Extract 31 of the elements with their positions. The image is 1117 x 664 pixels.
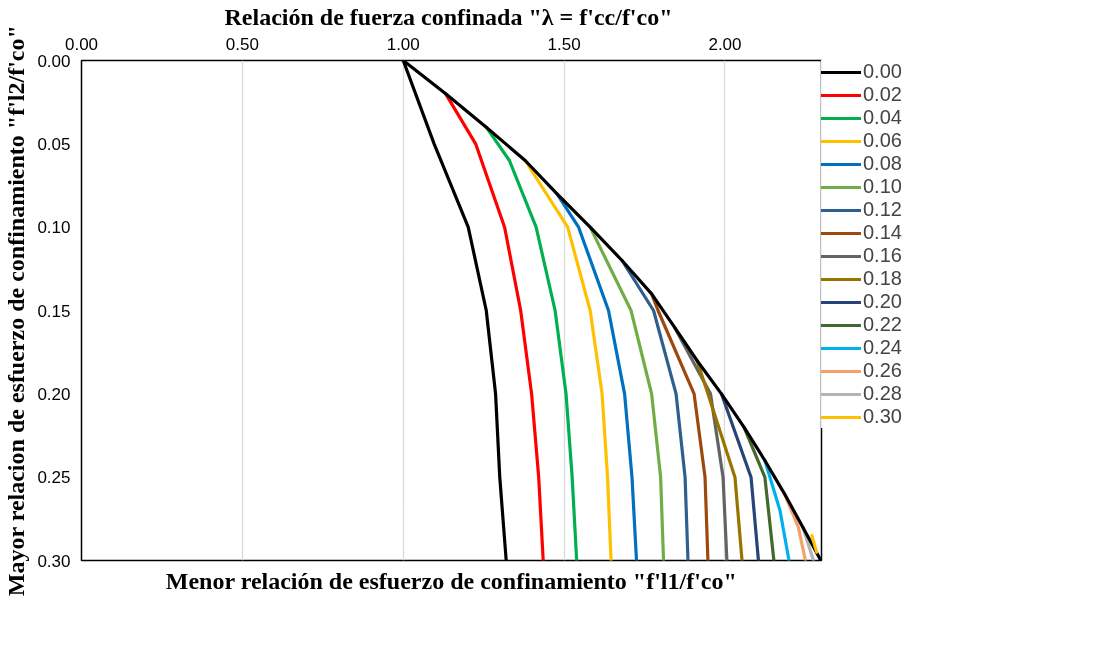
y-tick-label: 0.30 [37, 551, 71, 571]
legend-label: 0.22 [863, 313, 902, 336]
legend-label: 0.26 [863, 359, 902, 382]
y-tick-label: 0.05 [37, 134, 71, 154]
legend-label: 0.06 [863, 129, 902, 152]
x-tick-label: 1.50 [547, 34, 581, 54]
legend-label: 0.04 [863, 106, 902, 129]
legend-label: 0.28 [863, 382, 902, 405]
y-tick-label: 0.15 [37, 301, 71, 321]
legend-title: Menor relación de esfuerzo de confinamiento "f'l1/f'co" [165, 567, 737, 594]
legend-label: 0.12 [863, 198, 902, 221]
x-axis-title: Relación de fuerza confinada "λ = f'cc/f'co" [224, 3, 673, 30]
x-tick-label: 2.00 [708, 34, 742, 54]
y-tick-label: 0.25 [37, 468, 71, 488]
legend-label: 0.08 [863, 152, 902, 175]
legend-label: 0.10 [863, 175, 902, 198]
x-tick-label: 0.50 [225, 34, 259, 54]
y-tick-label: 0.20 [37, 384, 71, 404]
legend-label: 0.14 [863, 221, 902, 244]
legend-label: 0.02 [863, 83, 902, 106]
legend-label: 0.18 [863, 267, 902, 290]
x-tick-label: 1.00 [386, 34, 420, 54]
y-tick-label: 0.00 [37, 51, 71, 71]
y-tick-label: 0.10 [37, 218, 71, 238]
legend-label: 0.16 [863, 244, 902, 267]
legend-label: 0.20 [863, 290, 902, 313]
y-axis-title: Mayor relacion de esfuerzo de confinamiento "f'l2/f'co" [3, 25, 30, 597]
legend-label: 0.00 [863, 60, 902, 83]
legend-label: 0.24 [863, 336, 902, 359]
x-tick-label: 0.00 [64, 34, 99, 54]
legend-label: 0.30 [863, 405, 902, 428]
